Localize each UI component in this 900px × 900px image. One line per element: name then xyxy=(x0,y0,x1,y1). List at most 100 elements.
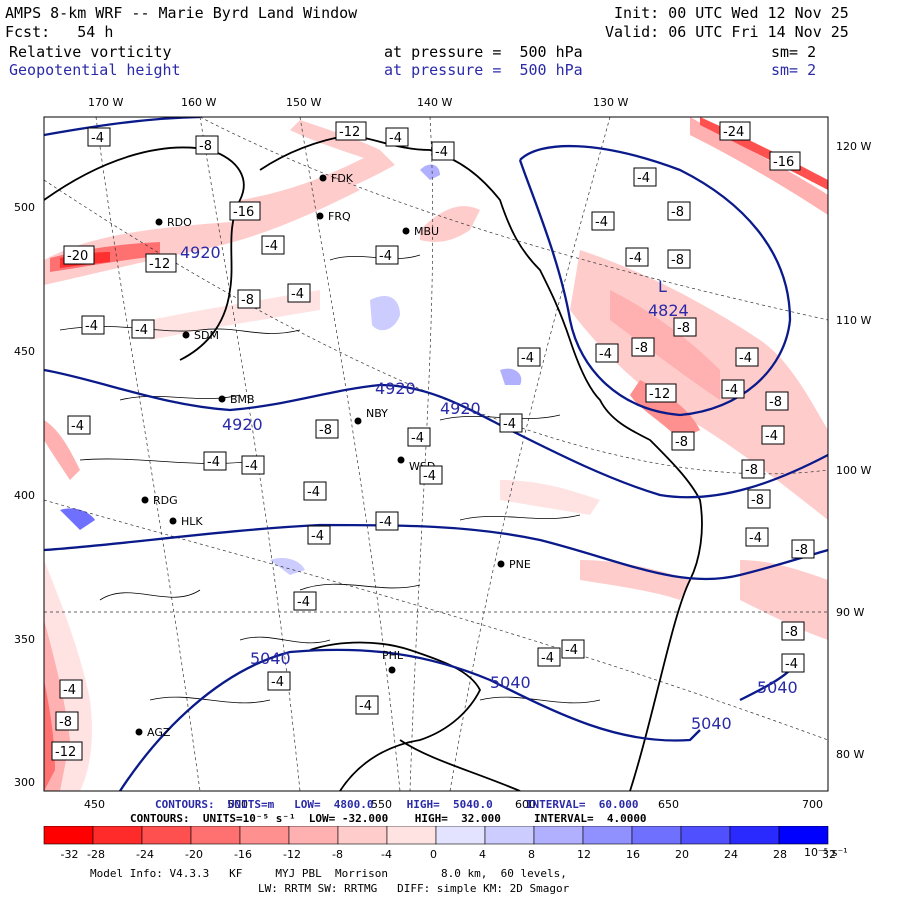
vort-label: -4 xyxy=(245,459,258,474)
field2-level: at pressure = 500 hPa xyxy=(384,61,583,79)
vort-label: -4 xyxy=(379,249,392,264)
station-label: AGZ xyxy=(147,726,171,739)
vort-label: -4 xyxy=(503,417,516,432)
vorticity-labels: -4 -4 -12 -24 -16 -8 -4 -4 -16 -4 -8 -20… xyxy=(51,121,815,761)
colorbar-swatch xyxy=(288,826,339,845)
vort-label: -8 xyxy=(795,543,808,558)
vort-label: -12 xyxy=(55,745,76,760)
lon-label-right: 110 W xyxy=(836,314,872,327)
vort-label: -4 xyxy=(71,419,84,434)
vort-label: -4 xyxy=(521,351,534,366)
vort-label: -20 xyxy=(67,249,88,264)
vort-label: -4 xyxy=(63,683,76,698)
lon-label-top: 130 W xyxy=(593,96,629,109)
station-label: PHL xyxy=(382,649,404,662)
vort-label: -4 xyxy=(389,131,402,146)
vorticity-contours xyxy=(59,254,601,704)
vort-label: -16 xyxy=(773,155,794,170)
vort-label: -8 xyxy=(199,139,212,154)
vort-label: -8 xyxy=(635,341,648,356)
lon-label-right: 90 W xyxy=(836,606,865,619)
station-label: RDO xyxy=(167,216,192,229)
colorbar-tick-label: -8 xyxy=(332,848,343,861)
x-axis-tick: 500 xyxy=(227,798,248,811)
field1-name: Relative vorticity xyxy=(9,43,172,61)
y-axis-tick: 350 xyxy=(14,633,35,646)
height-label: 5040 xyxy=(691,714,732,733)
x-axis-tick: 700 xyxy=(802,798,823,811)
colorbar-tick-label: 28 xyxy=(773,848,787,861)
vort-label: -8 xyxy=(59,715,72,730)
colorbar-tick-label: 8 xyxy=(528,848,535,861)
colorbar-swatch xyxy=(778,826,829,845)
vort-label: -4 xyxy=(307,485,320,500)
station-label: MBU xyxy=(414,225,439,238)
station-label: FDK xyxy=(331,172,354,185)
height-label: 5040 xyxy=(250,649,291,668)
x-axis-tick: 650 xyxy=(658,798,679,811)
vort-label: -4 xyxy=(297,595,310,610)
vort-label: -4 xyxy=(749,531,762,546)
vort-label: -4 xyxy=(271,675,284,690)
coastline xyxy=(44,134,703,791)
vort-label: -12 xyxy=(149,257,170,272)
vort-label: -4 xyxy=(739,351,752,366)
field1-smoothing: sm= 2 xyxy=(771,43,817,61)
vort-label: -12 xyxy=(649,387,670,402)
lon-label-right: 120 W xyxy=(836,140,872,153)
height-label: 5040 xyxy=(757,678,798,697)
station-markers: FDK FRQ RDO MBU SDM BMB NBY WSD RDG HLK … xyxy=(135,172,531,739)
colorbar-tick-label: 32 xyxy=(822,848,836,861)
y-axis-tick: 400 xyxy=(14,489,35,502)
colorbar-tick-label: 0 xyxy=(430,848,437,861)
init-time: Init: 00 UTC Wed 12 Nov 25 xyxy=(614,4,849,22)
colorbar-tick-label: -16 xyxy=(234,848,252,861)
vort-label: -4 xyxy=(411,431,424,446)
field2-name: Geopotential height xyxy=(9,61,181,79)
height-contour-info: CONTOURS: UNITS=m LOW= 4800.0 HIGH= 5040… xyxy=(155,798,639,811)
height-label: 4824 xyxy=(648,301,689,320)
colorbar-swatch xyxy=(337,826,388,845)
colorbar-swatch xyxy=(533,826,584,845)
station-label: HLK xyxy=(181,515,203,528)
height-contours xyxy=(44,117,828,791)
vort-label: -8 xyxy=(671,253,684,268)
lon-label-top: 170 W xyxy=(88,96,124,109)
valid-time: Valid: 06 UTC Fri 14 Nov 25 xyxy=(605,23,849,41)
vort-label: -4 xyxy=(765,429,778,444)
vort-label: -8 xyxy=(751,493,764,508)
field2-smoothing: sm= 2 xyxy=(771,61,817,79)
vort-label: -8 xyxy=(769,395,782,410)
colorbar-swatch xyxy=(484,826,535,845)
vort-label: -8 xyxy=(671,205,684,220)
station-label: RDG xyxy=(153,494,178,507)
vort-label: -4 xyxy=(135,323,148,338)
station-label: SDM xyxy=(194,329,219,342)
lat-lon-grid xyxy=(44,117,828,791)
colorbar-swatch xyxy=(435,826,486,845)
vort-label: -8 xyxy=(675,435,688,450)
colorbar-tick-label: 24 xyxy=(724,848,738,861)
station-label: PNE xyxy=(509,558,531,571)
lon-label-right: 100 W xyxy=(836,464,872,477)
colorbar-tick-label: -20 xyxy=(185,848,203,861)
y-axis-tick: 500 xyxy=(14,201,35,214)
vort-label: -4 xyxy=(629,251,642,266)
vort-label: -8 xyxy=(745,463,758,478)
vort-label: -4 xyxy=(785,657,798,672)
vort-label: -8 xyxy=(785,625,798,640)
y-axis-tick: 450 xyxy=(14,345,35,358)
colorbar-swatch xyxy=(141,826,192,845)
vort-label: -4 xyxy=(311,529,324,544)
colorbar-swatch xyxy=(190,826,241,845)
y-axis-tick: 300 xyxy=(14,776,35,789)
colorbar-swatch xyxy=(386,826,437,845)
colorbar-tick-label: 16 xyxy=(626,848,640,861)
model-info-2: LW: RRTM SW: RRTMG DIFF: simple KM: 2D S… xyxy=(258,882,570,895)
vort-label: -16 xyxy=(233,205,254,220)
height-label: 4920 xyxy=(180,243,221,262)
low-center-label: L xyxy=(658,277,667,296)
colorbar-swatch xyxy=(582,826,633,845)
vort-label: -4 xyxy=(725,383,738,398)
